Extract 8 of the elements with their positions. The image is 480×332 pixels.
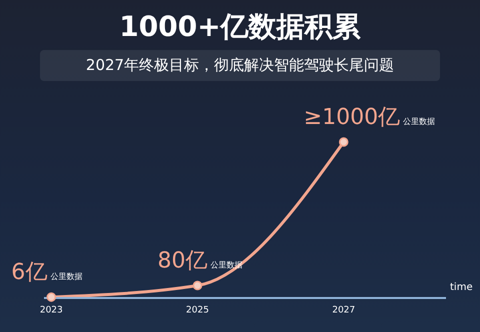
x-tick-label: 2025 [186, 305, 209, 316]
x-tick-label: 2027 [332, 305, 356, 316]
data-label: 6亿公里数据 [11, 260, 82, 286]
data-label: ≥1000亿公里数据 [304, 105, 436, 130]
x-axis-title: time [450, 282, 473, 293]
chart-subtitle: 2027年终极目标，彻底解决智能驾驶长尾问题 [40, 50, 440, 81]
chart-title: 1000+亿数据积累 [118, 9, 362, 45]
x-tick-label: 2023 [40, 305, 63, 316]
